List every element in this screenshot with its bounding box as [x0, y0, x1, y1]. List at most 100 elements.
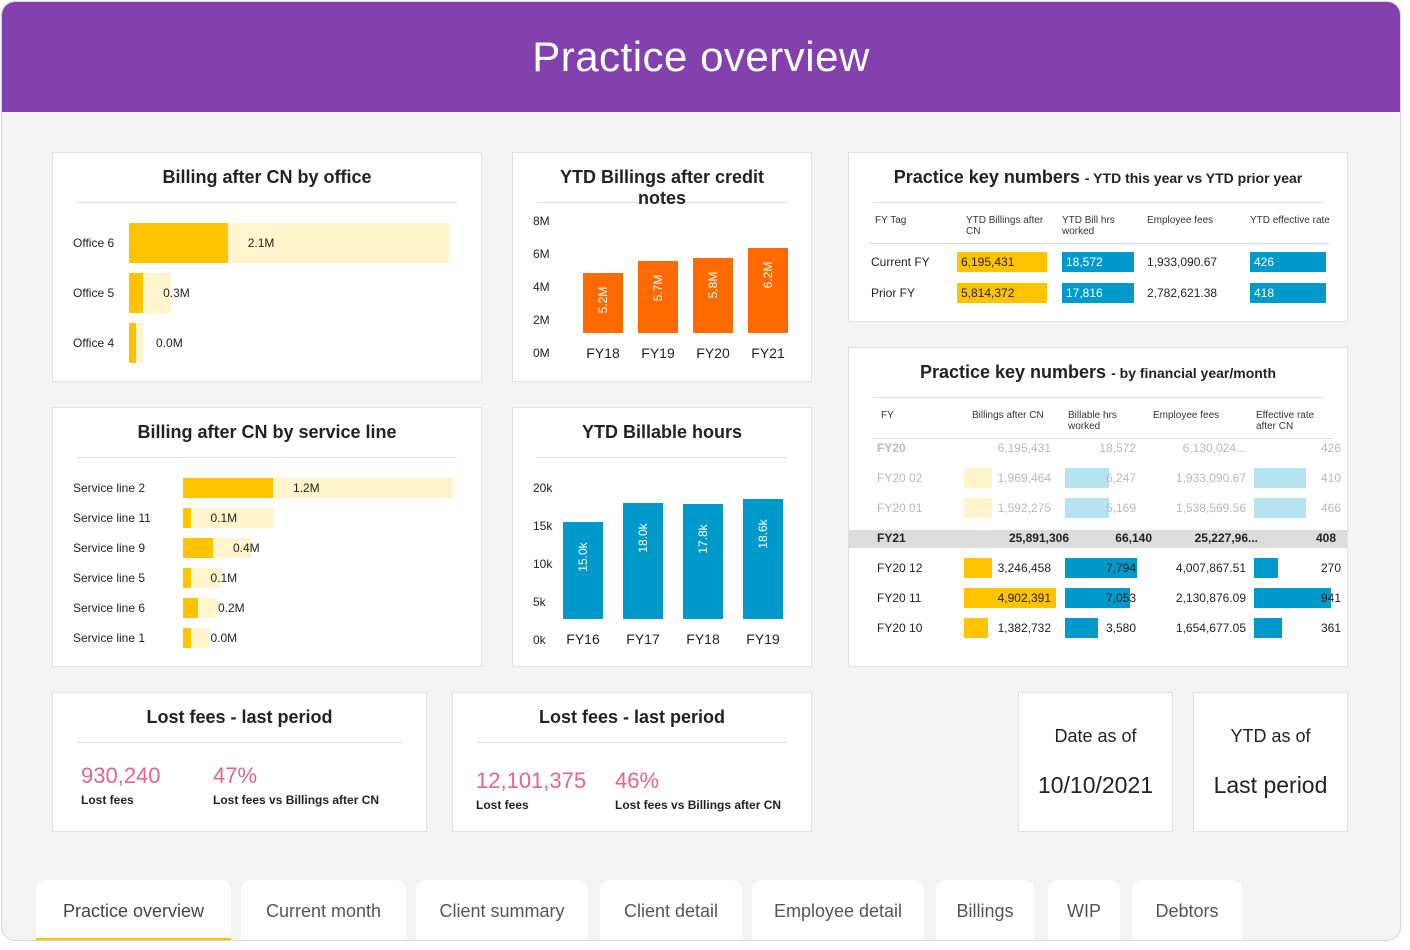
ytd-as-of-card: YTD as of Last period	[1193, 692, 1348, 832]
row-fy: FY20 01	[877, 501, 923, 515]
rate-cell: 426	[1250, 252, 1326, 272]
chart-bar	[693, 258, 733, 333]
office-billing-title: Billing after CN by office	[77, 167, 457, 203]
table-header: Billable hrs worked	[1068, 410, 1117, 432]
lost-fees-title-2: Lost fees - last period	[477, 707, 787, 743]
billings-bar	[964, 468, 993, 488]
bar-value-label: 1.2M	[293, 481, 320, 495]
ytd-billings-title: YTD Billings after credit notes	[537, 167, 787, 208]
rate-cell: 410	[1320, 471, 1341, 485]
table-header: YTD effective rate	[1250, 215, 1330, 226]
table-divider	[867, 243, 1329, 244]
fees-cell: 4,007,867.51	[1175, 561, 1246, 575]
hours-cell: 6,247	[1105, 471, 1136, 485]
row-tag: Current FY	[871, 255, 930, 269]
lost-fees-title-1: Lost fees - last period	[77, 707, 402, 743]
x-category-label: FY18	[686, 631, 720, 647]
bar-value	[183, 508, 191, 528]
rate-cell: 426	[1320, 441, 1341, 455]
key-numbers-fy-title: Practice key numbers - by financial year…	[873, 362, 1323, 398]
billings-bar	[964, 588, 1057, 608]
y-tick-label: 5k	[533, 595, 546, 609]
billings-cell: 6,195,431	[957, 252, 1047, 272]
billings-bar	[964, 618, 989, 638]
ytd-as-of-value: Last period	[1213, 772, 1328, 798]
bar-value	[183, 568, 191, 588]
fees-cell: 1,654,677.05	[1175, 621, 1246, 635]
bar-value	[129, 273, 144, 313]
key-numbers-fy-title-main: Practice key numbers	[919, 362, 1107, 382]
table-header: YTD Bill hrs worked	[1062, 215, 1115, 237]
bar-value-label: 0.4M	[233, 541, 260, 555]
fees-cell: 1,933,090.67	[1147, 255, 1218, 269]
bar-value	[183, 478, 273, 498]
y-tick-label: 20k	[533, 481, 553, 495]
bar-value-label: 0.0M	[156, 336, 183, 350]
rate-cell: 408	[1315, 531, 1336, 545]
tab-debtors[interactable]: Debtors	[1132, 880, 1242, 940]
bar-value	[129, 223, 228, 263]
lost-fees-value-2: 12,101,375	[476, 768, 587, 793]
chart-bar	[563, 522, 603, 619]
billings-cell: 4,902,391	[997, 591, 1051, 605]
billings-cell: 1,592,275	[997, 501, 1051, 515]
fees-cell: 2,130,876.09	[1175, 591, 1246, 605]
x-category-label: FY16	[566, 631, 600, 647]
y-tick-label: 15k	[533, 519, 553, 533]
row-fy: FY20 11	[877, 591, 922, 605]
bar-label: Service line 5	[73, 571, 146, 585]
y-tick-label: 0M	[533, 346, 550, 360]
table-divider	[873, 438, 1333, 439]
key-numbers-ytd-title-main: Practice key numbers	[893, 167, 1080, 187]
tab-wip[interactable]: WIP	[1048, 880, 1120, 940]
bar-data-label: 5.2M	[596, 286, 610, 314]
chart-bar	[583, 273, 623, 333]
office-billing-card: Billing after CN by office Office 6 2.1M O…	[52, 152, 482, 382]
bar-label: Service line 2	[73, 481, 146, 495]
billings-cell: 1,969,464	[997, 471, 1051, 485]
bar-value-label: 2.1M	[247, 236, 275, 250]
billings-cell: 6,195,431	[997, 441, 1051, 455]
page-title: Practice overview	[2, 2, 1400, 112]
tab-client-detail[interactable]: Client detail	[600, 880, 742, 940]
tab-current-month[interactable]: Current month	[241, 880, 406, 940]
rate-cell: 466	[1320, 501, 1341, 515]
table-header: FY	[881, 410, 894, 421]
date-as-of-value: 10/10/2021	[1037, 772, 1154, 798]
ytd-billings-card: YTD Billings after credit notes 8M 6M 4M 2M…	[512, 152, 812, 382]
billings-bar	[964, 498, 993, 518]
bar-data-label: 15.0k	[576, 542, 590, 572]
bar-value	[183, 598, 198, 618]
hours-bar	[1065, 558, 1138, 578]
x-category-label: FY17	[626, 631, 660, 647]
billings-cell: 5,814,372	[957, 283, 1047, 303]
rate-bar	[1254, 468, 1306, 488]
x-category-label: FY21	[751, 345, 785, 361]
bar-data-label: 18.0k	[636, 523, 650, 553]
tab-client-summary[interactable]: Client summary	[416, 880, 588, 940]
bar-label: Service line 6	[73, 601, 146, 615]
lost-fees-pct-2: 46%	[615, 768, 660, 793]
x-category-label: FY20	[696, 345, 730, 361]
rate-bar	[1254, 588, 1331, 608]
ytd-hours-card: YTD Billable hours 20k 15k 10k 5k 0k 15.0k FY1…	[512, 407, 812, 667]
hours-cell: 66,140	[1115, 531, 1152, 545]
y-tick-label: 10k	[533, 557, 553, 571]
fees-cell: 6,130,024...	[1182, 441, 1246, 455]
tab-practice-overview[interactable]: Practice overview	[36, 880, 231, 940]
table-header: YTD Billings after CN	[966, 215, 1044, 237]
hours-cell: 18,572	[1099, 441, 1136, 455]
tab-employee-detail[interactable]: Employee detail	[752, 880, 924, 940]
tab-billings[interactable]: Billings	[936, 880, 1034, 940]
y-tick-label: 4M	[533, 280, 550, 294]
bar-label: Office 5	[73, 286, 115, 300]
rate-cell: 361	[1320, 621, 1341, 635]
fees-cell: 1,538,569.56	[1175, 501, 1246, 515]
table-header: Employee fees	[1153, 410, 1220, 421]
lost-fees-value-1: 930,240	[81, 763, 161, 788]
ytd-hours-title: YTD Billable hours	[537, 422, 787, 458]
billings-cell: 1,382,732	[997, 621, 1051, 635]
chart-bar	[743, 499, 783, 619]
rate-bar	[1254, 558, 1278, 578]
